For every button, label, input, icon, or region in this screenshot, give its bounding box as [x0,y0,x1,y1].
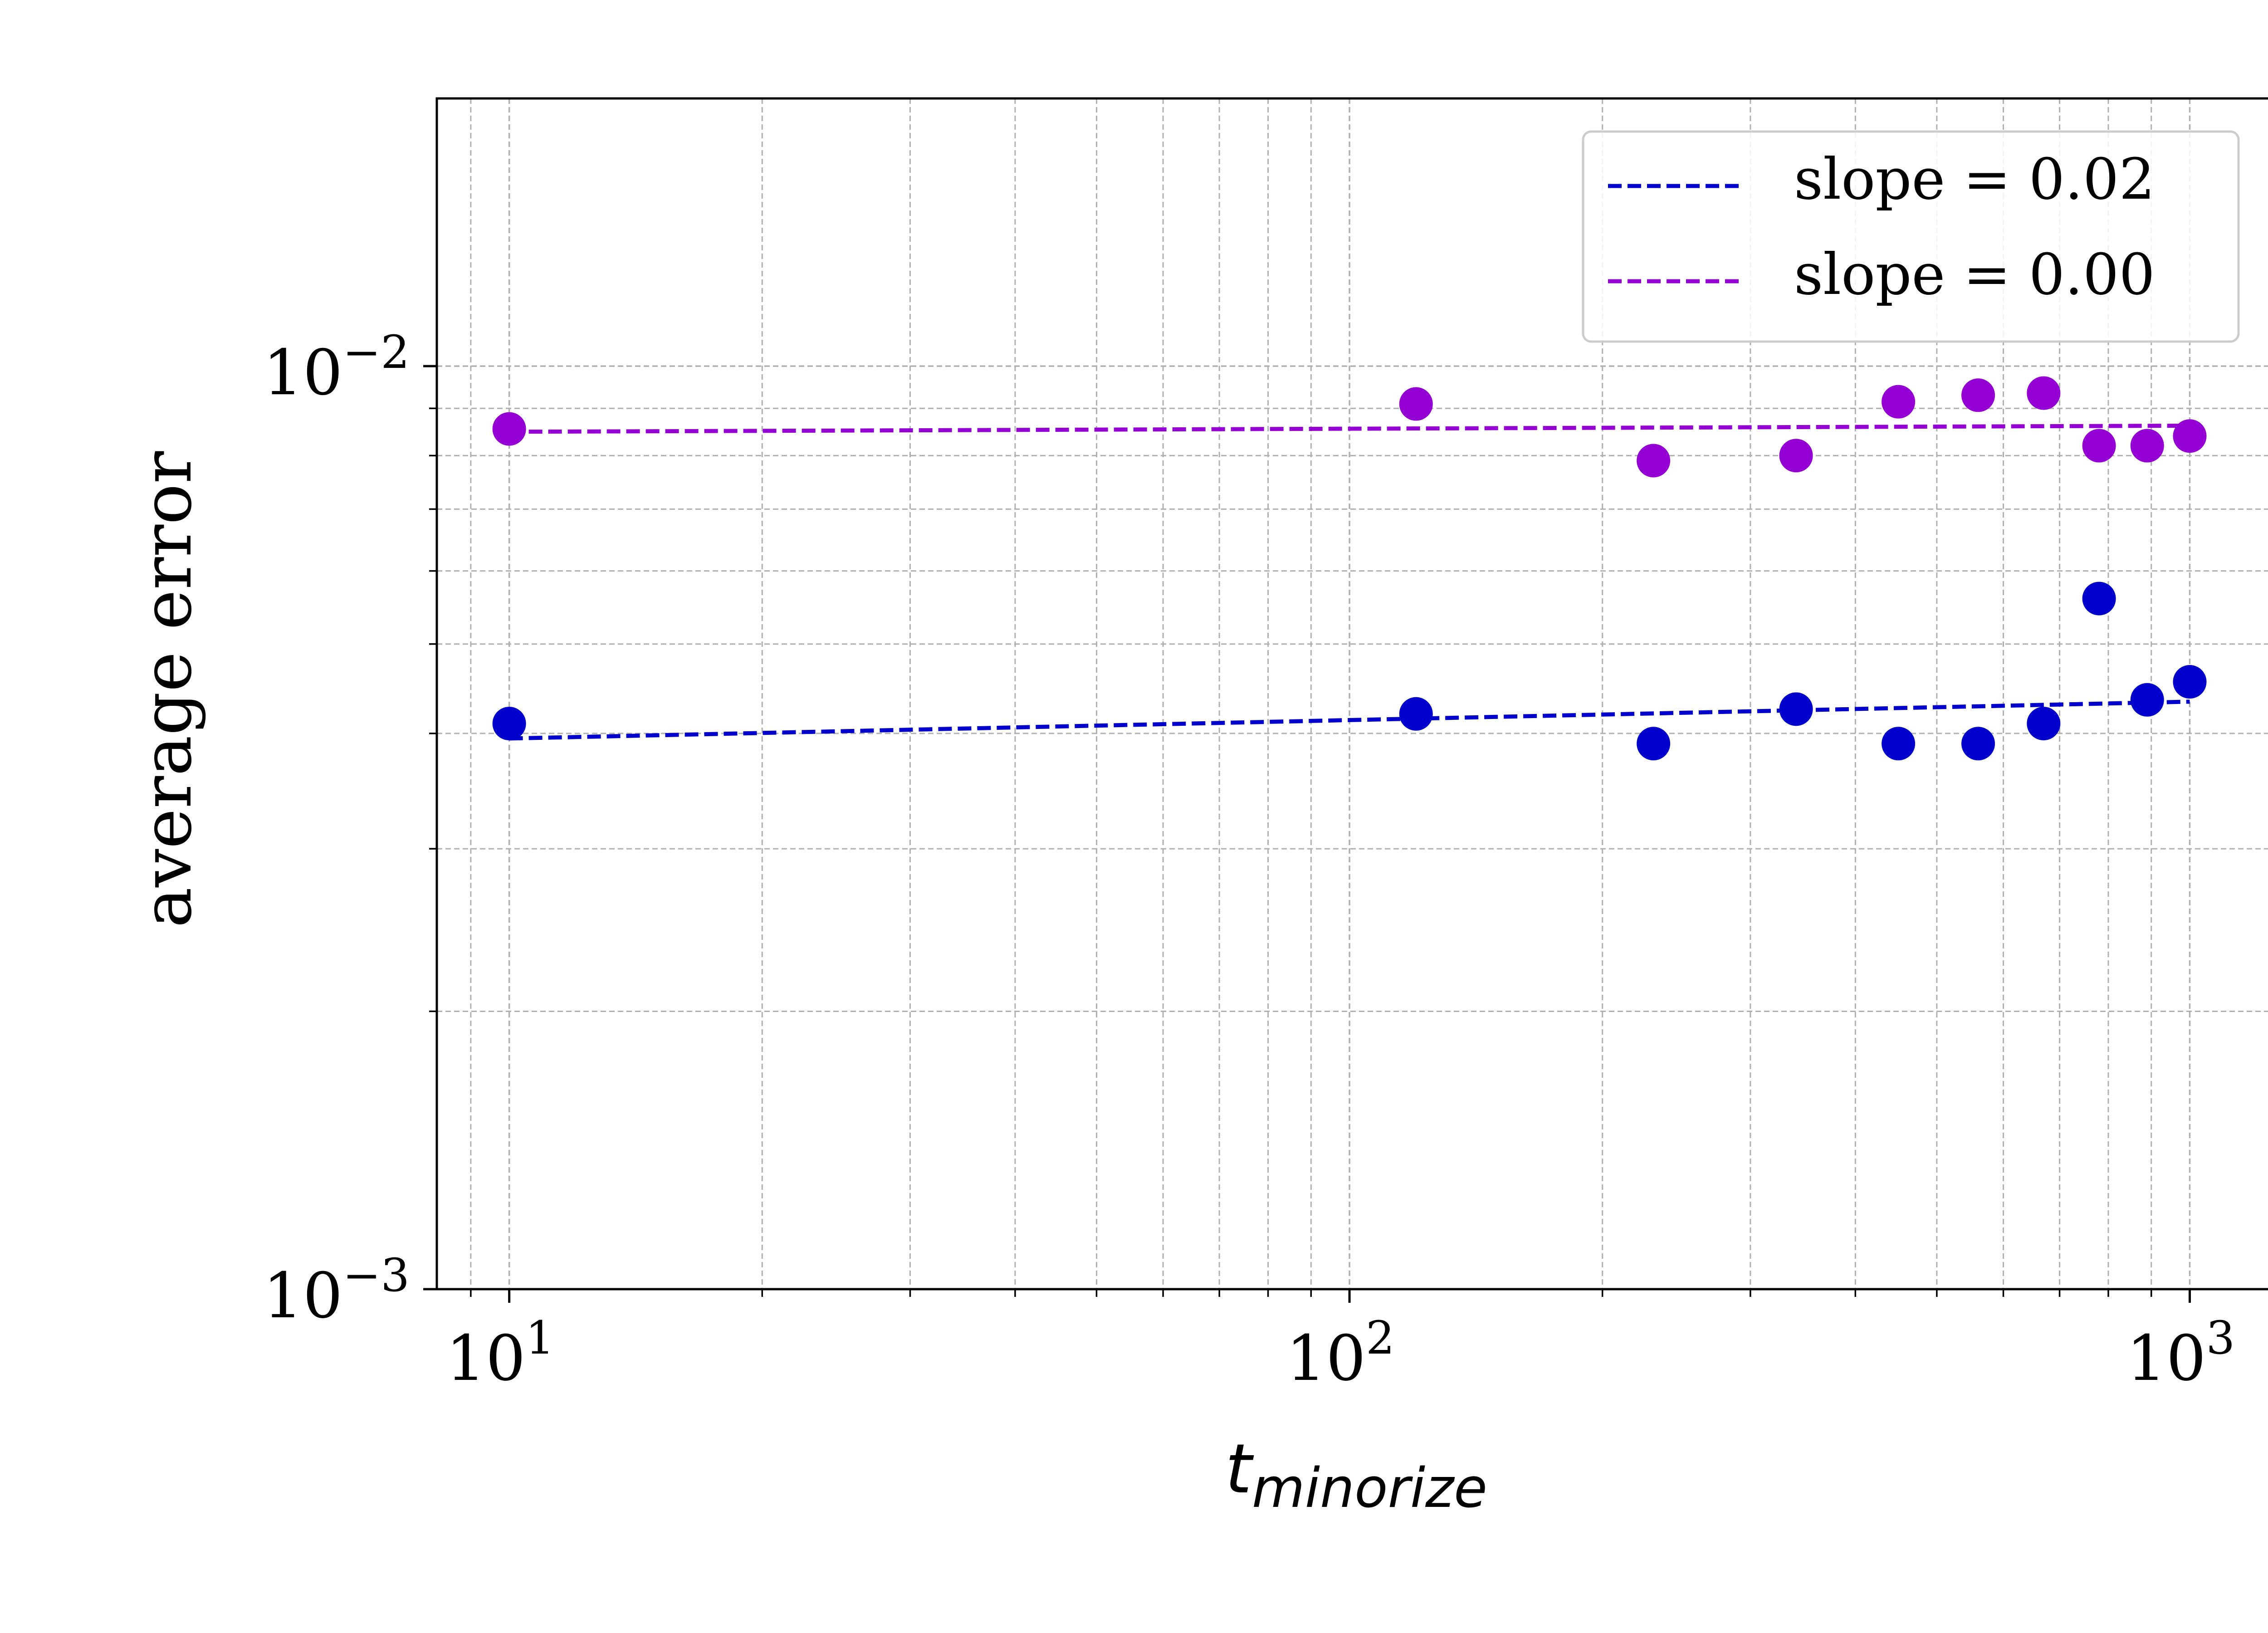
data-point-purple [2027,376,2061,410]
data-point-blue [1961,727,1995,761]
x-tick-label: 101 [446,1311,554,1395]
data-point-blue [1882,727,1916,761]
ticklabel-layer: 101 102 103 10−3 10−2 [263,326,2235,1395]
data-point-purple [2082,429,2116,463]
x-axis-title: tminorize [1225,1430,1487,1520]
data-point-blue [2082,582,2116,616]
y-tick-label: 10−2 [263,326,410,409]
x-tick-label: 103 [2126,1311,2235,1395]
data-point-blue [492,707,526,741]
x-axis-title-base: t [1225,1430,1254,1509]
fit-layer [509,423,2190,741]
fit-line-blue [509,699,2190,741]
data-point-blue [2027,707,2061,741]
data-point-blue [2130,683,2164,717]
data-point-purple [2130,429,2164,463]
data-point-purple [2173,419,2207,453]
data-point-blue [1779,692,1813,726]
legend: slope = 0.02 slope = 0.00 [1582,130,2240,343]
data-point-blue [2173,665,2207,699]
data-point-blue [1399,697,1433,731]
data-point-purple [1637,444,1671,478]
legend-label-purple: slope = 0.00 [1794,242,2155,308]
point-layer [492,376,2207,761]
y-tick-label: 10−3 [263,1249,410,1332]
legend-label-blue: slope = 0.02 [1794,147,2155,212]
data-point-purple [1779,439,1813,473]
data-point-purple [1399,387,1433,421]
fit-line-purple [509,423,2190,434]
data-point-purple [492,412,526,446]
plot-frame [435,97,2268,1291]
legend-box [1582,130,2240,343]
data-point-purple [1882,385,1916,419]
data-point-purple [1961,378,1995,412]
x-tick-label: 102 [1286,1311,1394,1395]
tick-layer [423,365,2191,1303]
y-axis-title: average error [128,451,207,928]
x-axis-title-subscript: minorize [1252,1457,1487,1520]
data-point-blue [1637,727,1671,761]
